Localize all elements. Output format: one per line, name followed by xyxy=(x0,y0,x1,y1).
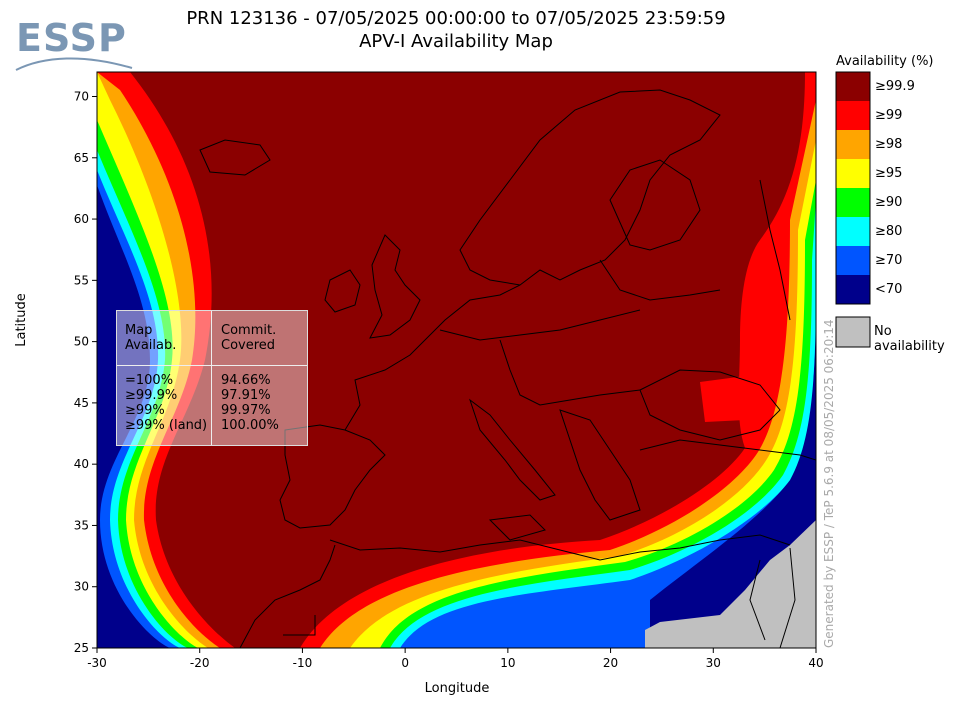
x-axis-ticks: -30 -20 -10 0 10 20 30 40 xyxy=(87,648,824,670)
legend-entry-label: ≥98 xyxy=(875,137,903,152)
y-tick-label: 70 xyxy=(74,90,89,104)
legend-entry-label: ≥99 xyxy=(875,108,903,123)
x-tick-label: -30 xyxy=(87,656,107,670)
y-tick-label: 60 xyxy=(74,212,89,226)
y-tick-label: 40 xyxy=(74,457,89,471)
legend-swatch xyxy=(836,246,870,275)
coverage-99-9 xyxy=(130,72,805,648)
no-availability-label: No availability xyxy=(874,324,945,354)
generated-by-watermark: Generated by ESSP / TeP 5.6.9 at 08/05/2… xyxy=(822,319,836,648)
legend-entry-label: ≥70 xyxy=(875,253,903,268)
y-axis-ticks: 70 65 60 55 50 45 40 35 30 25 xyxy=(74,90,97,655)
table-row-level: ≥99% xyxy=(125,403,165,418)
table-row-covered: 97.91% xyxy=(221,388,271,403)
y-tick-label: 45 xyxy=(74,396,89,410)
no-availability-swatch xyxy=(835,316,871,348)
coverage-99-patch xyxy=(700,376,745,422)
legend-entry-label: ≥95 xyxy=(875,166,903,181)
x-tick-label: 30 xyxy=(706,656,721,670)
table-row-covered: 99.97% xyxy=(221,403,271,418)
header-map-availability: Map Availab. xyxy=(125,323,176,353)
legend-swatch xyxy=(836,101,870,130)
table-divider xyxy=(117,365,307,366)
x-tick-label: 0 xyxy=(401,656,409,670)
coverage-stats-table: Map Availab. Commit. Covered =100% ≥99.9… xyxy=(116,310,308,446)
chart-title: PRN 123136 - 07/05/2025 00:00:00 to 07/0… xyxy=(186,8,726,29)
legend-swatch xyxy=(836,275,870,304)
y-tick-label: 50 xyxy=(74,335,89,349)
logo-swoosh-icon xyxy=(15,57,133,71)
covered-values: 94.66% 97.91% 99.97% 100.00% xyxy=(221,373,279,433)
header-line: Availab. xyxy=(125,338,177,353)
legend-entry-label: ≥80 xyxy=(875,224,903,239)
no-availability-area xyxy=(645,520,816,648)
plot-frame xyxy=(96,71,817,649)
y-tick-label: 30 xyxy=(74,580,89,594)
header-line: Commit. xyxy=(221,323,277,338)
legend-swatch xyxy=(836,72,870,101)
x-axis-label: Longitude xyxy=(424,681,490,696)
table-row-level: =100% xyxy=(125,373,174,388)
chart-subtitle: APV-I Availability Map xyxy=(359,31,553,52)
x-tick-label: -10 xyxy=(293,656,313,670)
x-tick-label: -20 xyxy=(190,656,210,670)
legend-entry-label: <70 xyxy=(875,282,903,297)
legend-swatch xyxy=(836,130,870,159)
coastlines xyxy=(199,89,816,648)
legend-entry-label: ≥99.9 xyxy=(875,79,915,94)
legend-swatch xyxy=(836,217,870,246)
y-axis-label: Latitude xyxy=(14,293,29,347)
x-tick-label: 40 xyxy=(808,656,823,670)
header-commit-covered: Commit. Covered xyxy=(221,323,276,353)
table-row-covered: 94.66% xyxy=(221,373,271,388)
coverage-layers xyxy=(97,72,816,648)
table-row-covered: 100.00% xyxy=(221,418,279,433)
essp-logo: ESSP xyxy=(14,14,134,74)
table-row-level: ≥99.9% xyxy=(125,388,178,403)
table-row-level: ≥99% (land) xyxy=(125,418,208,433)
y-tick-label: 35 xyxy=(74,518,89,532)
availability-levels: =100% ≥99.9% ≥99% ≥99% (land) xyxy=(125,373,207,433)
legend-swatch xyxy=(836,159,870,188)
x-tick-label: 20 xyxy=(603,656,618,670)
legend-frame xyxy=(835,71,871,305)
header-line: Covered xyxy=(221,338,276,353)
legend-title: Availability (%) xyxy=(836,54,934,69)
logo-text: ESSP xyxy=(16,16,127,60)
legend-color-bar xyxy=(835,71,871,305)
y-tick-label: 25 xyxy=(74,641,89,655)
header-line: Map xyxy=(125,323,153,338)
x-tick-label: 10 xyxy=(500,656,515,670)
legend-entry-label: ≥90 xyxy=(875,195,903,210)
y-tick-label: 55 xyxy=(74,273,89,287)
table-divider xyxy=(211,311,212,445)
y-tick-label: 65 xyxy=(74,151,89,165)
legend-swatch xyxy=(836,188,870,217)
